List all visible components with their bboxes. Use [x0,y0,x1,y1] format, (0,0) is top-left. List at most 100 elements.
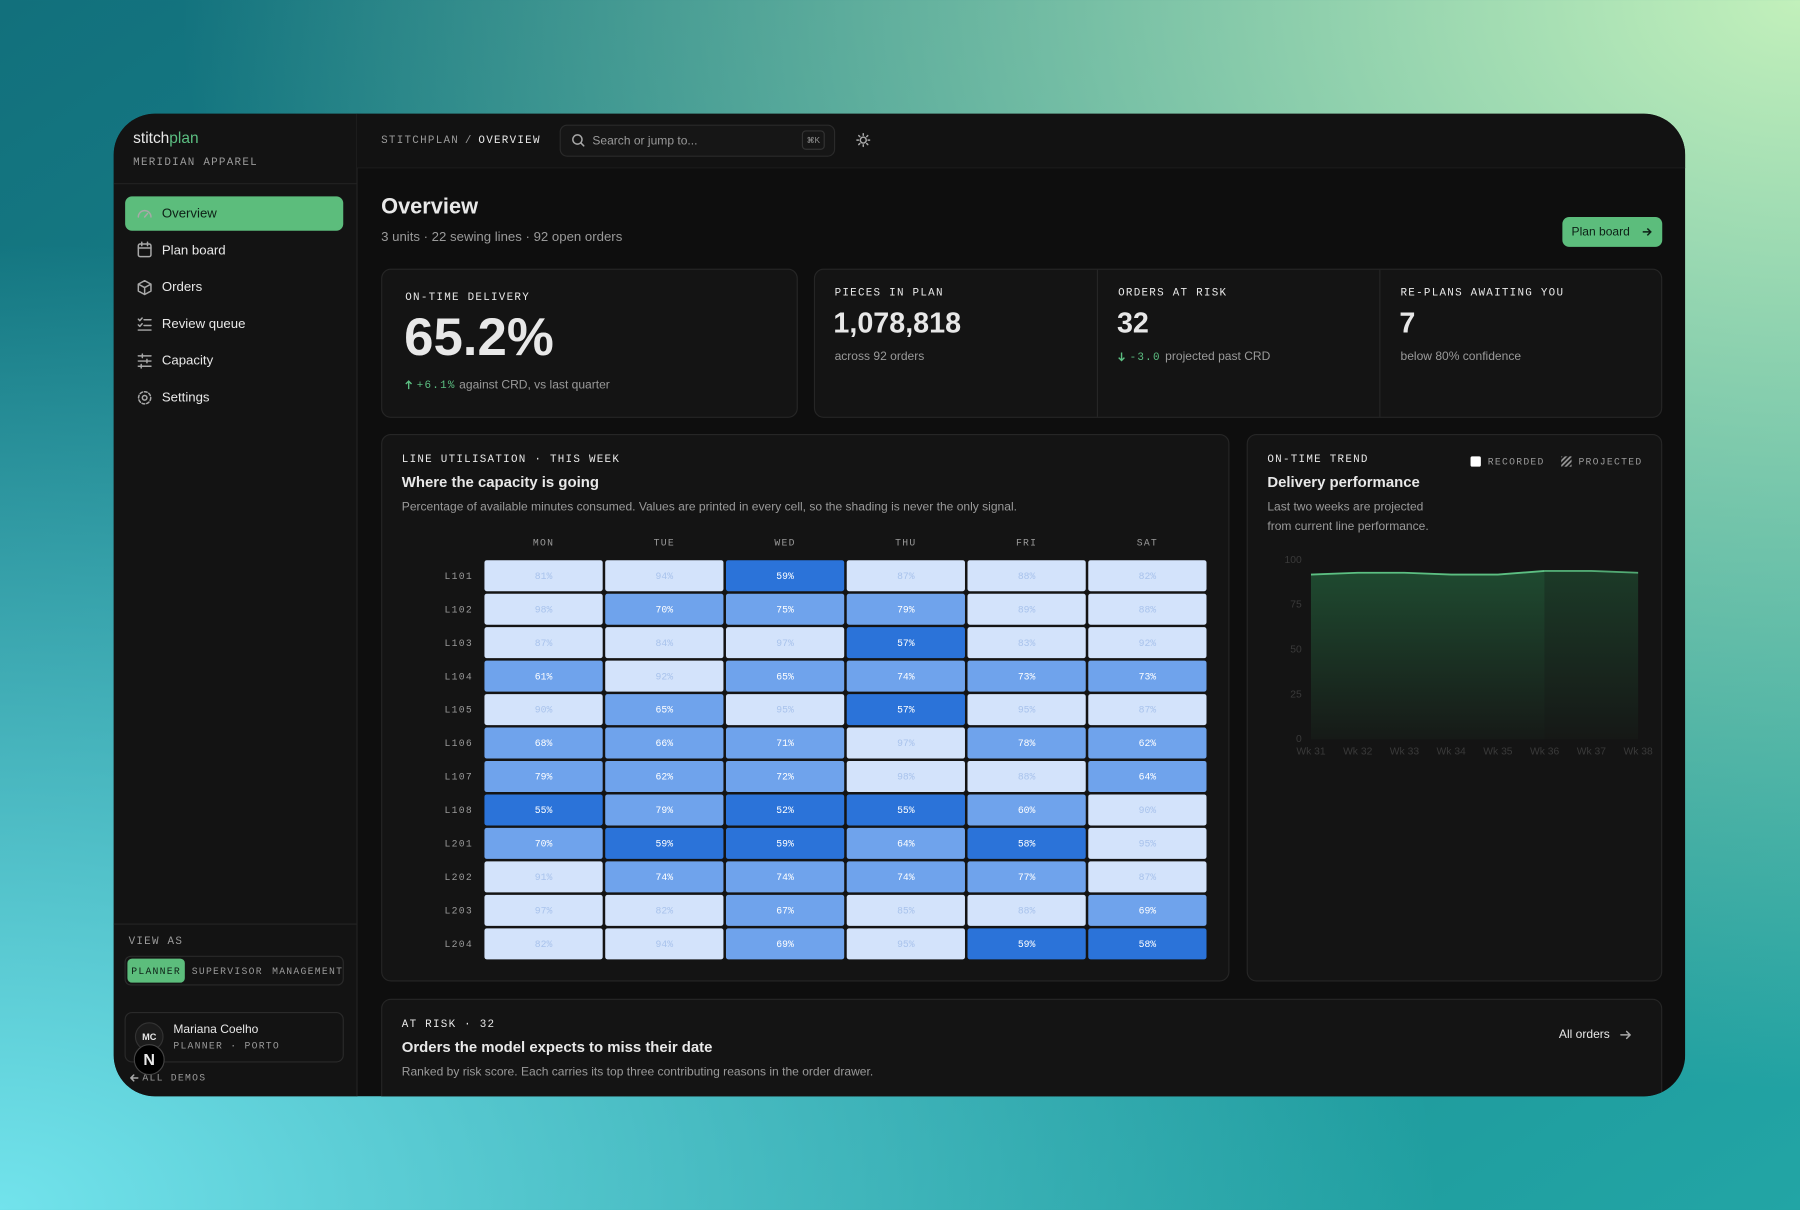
org-name: MERIDIAN APPAREL [133,157,258,169]
nav-item[interactable]: Settings [162,389,210,404]
chart-title: Where the capacity is going [402,474,599,491]
cell-label: 79% [535,772,553,783]
cell-label: 69% [1139,906,1157,917]
user-card[interactable] [124,1011,344,1063]
cell-label: 79% [897,604,915,615]
row-label: L202 [444,872,472,883]
heat-cell [846,894,965,926]
x-tick-label: Wk 33 [1390,747,1420,758]
cell-label: 65% [776,671,794,682]
column-label: SAT [1137,538,1158,549]
cell-label: 82% [535,939,553,950]
row-label: L108 [444,805,472,816]
breadcrumb: STITCHPLAN / OVERVIEW [381,135,541,147]
nav-active-bg[interactable] [125,196,344,231]
heat-cell [967,928,1086,960]
segment[interactable]: MANAGEMENT [272,966,343,977]
eyebrow: AT RISK · 32 [402,1019,496,1031]
dev-badge[interactable] [133,1044,165,1076]
nav-item[interactable]: Plan board [162,242,226,257]
y-tick-label: 50 [1290,645,1302,656]
primary-button[interactable] [1562,216,1663,247]
heat-cell [846,560,965,592]
heat-cell [846,593,965,625]
heat-cell [605,694,724,726]
cell-label: 71% [776,738,794,749]
row-label: L105 [444,705,472,716]
segment[interactable]: SUPERVISOR [192,966,263,977]
line-chart: 0 25 50 75 100 Wk 31 Wk 32 Wk 33 Wk 34 Wk 35 Wk 36… [1285,555,1653,758]
heat-cell [967,727,1086,759]
search-box[interactable] [559,124,836,157]
kpi-group [813,268,1663,418]
cell-label: 59% [656,839,674,850]
cell-label: 82% [1139,571,1157,582]
heat-cell [725,560,845,592]
nav-item[interactable]: Review queue [162,316,246,331]
segment-active[interactable] [127,958,185,983]
cell-label: 79% [656,805,674,816]
nav-icons [137,209,152,405]
kpi-delta: -3.0 [1130,352,1161,364]
x-tick-label: Wk 35 [1483,747,1513,758]
kpi-label: PIECES IN PLAN [835,288,944,300]
heat-cell [846,694,965,726]
arrow-icon [1642,227,1652,236]
theme-toggle[interactable] [856,133,871,148]
cell-label: 92% [656,671,674,682]
dev-badge-label: N [143,1051,155,1069]
heat-cell [967,827,1086,859]
cell-label: 94% [656,571,674,582]
heat-cell [484,694,603,726]
user-name: Mariana Coelho [173,1022,258,1036]
cell-label: 92% [1139,638,1157,649]
up-arrow [405,380,413,390]
kpi-value: 7 [1399,307,1415,339]
heat-cell [725,928,845,960]
cell-label: 82% [656,906,674,917]
cell-label: 95% [1139,839,1157,850]
heat-cell [1088,660,1207,692]
heat-cell [1088,794,1207,826]
kpi-value: 1,078,818 [833,307,961,339]
heat-cell [967,861,1086,893]
nav-item[interactable]: Capacity [162,353,214,368]
heat-cell [605,727,724,759]
area [1310,570,1545,740]
heat-cell [605,761,724,793]
cell-label: 78% [1018,738,1036,749]
heat-cell [725,627,845,659]
nav-item[interactable]: Orders [162,279,203,294]
cell-label: 57% [897,638,915,649]
cell-label: 83% [1018,638,1036,649]
avatar-initials: MC [142,1032,157,1042]
chart-subtitle: Last two weeks are projected [1267,500,1423,514]
segment[interactable]: PLANNER [131,966,181,977]
cell-label: 73% [1139,671,1157,682]
nav-item[interactable]: Overview [162,206,217,221]
crumb[interactable]: STITCHPLAN [381,135,459,147]
cell-label: 64% [1139,772,1157,783]
app-window: stitchplan MERIDIAN APPAREL Overview Plan… [113,113,1686,1097]
back-arrow [130,1074,139,1082]
heat-cell [725,727,845,759]
heat-cell [725,827,845,859]
column-label: THU [895,538,916,549]
heat-cell [1088,894,1207,926]
section-description: Ranked by risk score. Each carries its t… [402,1064,873,1078]
section-title: Orders the model expects to miss their d… [402,1039,713,1056]
heat-cell [846,827,965,859]
cell-label: 66% [656,738,674,749]
back-link[interactable]: ALL DEMOS [142,1073,206,1084]
x-tick-label: Wk 34 [1437,747,1467,758]
cell-label: 68% [535,738,553,749]
link[interactable]: All orders [1559,1027,1610,1041]
cell-label: 67% [776,906,794,917]
column-label: WED [774,538,795,549]
cell-label: 87% [897,571,915,582]
cell-label: 72% [776,772,794,783]
heat-cell [725,761,845,793]
cell-label: 59% [776,571,794,582]
heat-cell [967,894,1086,926]
